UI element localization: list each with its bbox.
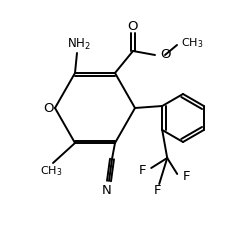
- Text: O: O: [43, 102, 53, 114]
- Text: F: F: [139, 164, 146, 176]
- Text: F: F: [183, 170, 191, 182]
- Text: CH$_3$: CH$_3$: [40, 164, 62, 178]
- Text: F: F: [153, 184, 161, 198]
- Text: O: O: [128, 20, 138, 32]
- Text: N: N: [102, 184, 112, 196]
- Text: O: O: [160, 48, 170, 60]
- Text: NH$_2$: NH$_2$: [67, 36, 91, 52]
- Text: CH$_3$: CH$_3$: [181, 36, 203, 50]
